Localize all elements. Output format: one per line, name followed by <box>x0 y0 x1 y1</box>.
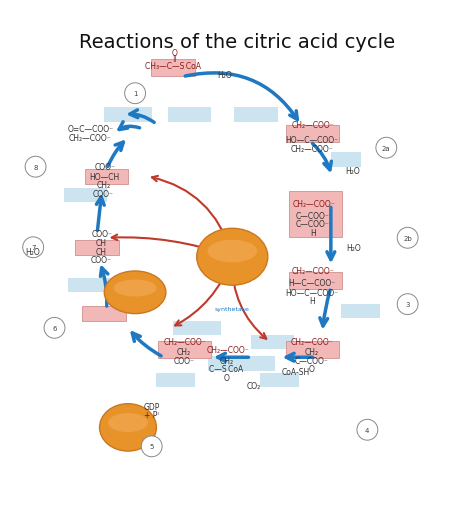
FancyBboxPatch shape <box>75 240 119 256</box>
Text: CH₂: CH₂ <box>305 347 319 357</box>
Text: 5: 5 <box>149 443 154 449</box>
Ellipse shape <box>104 271 166 314</box>
Text: H₂O: H₂O <box>345 167 360 176</box>
FancyBboxPatch shape <box>286 341 339 358</box>
Text: CH₂: CH₂ <box>96 181 110 190</box>
Text: O: O <box>309 365 315 373</box>
Circle shape <box>125 84 146 105</box>
FancyBboxPatch shape <box>168 108 211 122</box>
Text: CH₂—COO⁻: CH₂—COO⁻ <box>69 133 111 142</box>
Text: COO⁻: COO⁻ <box>92 229 113 238</box>
Circle shape <box>397 294 418 315</box>
Ellipse shape <box>113 280 156 297</box>
Text: H₂O: H₂O <box>25 248 40 257</box>
Text: 2a: 2a <box>382 145 391 152</box>
Text: H₂O: H₂O <box>217 71 232 80</box>
Circle shape <box>23 237 44 258</box>
Text: CH₂—COO⁻: CH₂—COO⁻ <box>292 267 334 276</box>
Text: CH₂: CH₂ <box>177 347 191 357</box>
Text: ||: || <box>172 55 177 62</box>
Text: C—S CoA: C—S CoA <box>210 365 244 373</box>
Text: 1: 1 <box>133 91 137 97</box>
Circle shape <box>397 228 418 249</box>
Text: CH₂—COO⁻: CH₂—COO⁻ <box>291 337 333 346</box>
Ellipse shape <box>108 413 148 432</box>
Text: 4: 4 <box>365 427 370 433</box>
Text: HO—C—COO⁻: HO—C—COO⁻ <box>285 288 338 297</box>
FancyBboxPatch shape <box>85 169 128 184</box>
Text: GDP: GDP <box>144 402 160 411</box>
Text: 2b: 2b <box>403 235 412 241</box>
FancyBboxPatch shape <box>260 373 299 387</box>
Text: synthetase: synthetase <box>215 307 250 312</box>
FancyBboxPatch shape <box>82 307 126 322</box>
Text: HO—CH: HO—CH <box>89 172 119 181</box>
FancyBboxPatch shape <box>208 357 247 371</box>
FancyBboxPatch shape <box>331 153 361 167</box>
Text: CH: CH <box>96 238 107 247</box>
Text: CH₂—COO⁻: CH₂—COO⁻ <box>164 337 206 346</box>
Text: C—COO⁻: C—COO⁻ <box>295 356 329 365</box>
FancyBboxPatch shape <box>289 272 342 289</box>
FancyBboxPatch shape <box>158 341 211 358</box>
FancyBboxPatch shape <box>156 373 195 387</box>
Text: 3: 3 <box>405 301 410 308</box>
Ellipse shape <box>207 240 257 263</box>
Text: CH₃—C—S CoA: CH₃—C—S CoA <box>145 62 201 71</box>
Text: CH₂—COO⁻: CH₂—COO⁻ <box>292 120 334 129</box>
Circle shape <box>357 420 378 440</box>
Text: CH₂—COO⁻: CH₂—COO⁻ <box>291 145 333 154</box>
FancyBboxPatch shape <box>104 108 152 122</box>
Text: 8: 8 <box>33 164 38 170</box>
Circle shape <box>44 318 65 338</box>
Text: H: H <box>309 296 315 305</box>
FancyBboxPatch shape <box>64 189 107 203</box>
Text: COO⁻: COO⁻ <box>95 163 116 172</box>
Text: O: O <box>224 373 229 382</box>
Text: H—C—COO⁻: H—C—COO⁻ <box>288 279 336 288</box>
FancyBboxPatch shape <box>68 279 112 293</box>
Text: O=C—COO⁻: O=C—COO⁻ <box>68 125 114 134</box>
Circle shape <box>25 157 46 178</box>
FancyBboxPatch shape <box>234 108 278 122</box>
Text: 6: 6 <box>52 325 57 331</box>
Text: CoA-SH: CoA-SH <box>282 367 310 376</box>
Circle shape <box>376 138 397 159</box>
FancyBboxPatch shape <box>173 321 221 335</box>
Text: CH₂—COO⁻: CH₂—COO⁻ <box>206 345 249 354</box>
Text: Reactions of the citric acid cycle: Reactions of the citric acid cycle <box>79 32 395 52</box>
Text: CH₂—COO⁻: CH₂—COO⁻ <box>292 199 335 208</box>
Text: O: O <box>172 49 177 58</box>
Text: C—COO⁻: C—COO⁻ <box>296 220 330 229</box>
Text: HO—C—COO⁻: HO—C—COO⁻ <box>285 135 338 144</box>
FancyBboxPatch shape <box>286 126 339 143</box>
Text: COO⁻: COO⁻ <box>173 356 194 365</box>
Ellipse shape <box>100 404 156 451</box>
Text: COO⁻: COO⁻ <box>93 189 114 198</box>
Text: CH: CH <box>96 247 107 256</box>
FancyBboxPatch shape <box>341 305 380 319</box>
FancyBboxPatch shape <box>289 192 342 237</box>
Text: CO₂: CO₂ <box>246 381 261 390</box>
Text: H₂O: H₂O <box>346 243 361 252</box>
Text: CH₂: CH₂ <box>219 356 234 365</box>
FancyBboxPatch shape <box>251 335 294 349</box>
FancyBboxPatch shape <box>151 60 195 77</box>
Text: + Pᴵ: + Pᴵ <box>144 410 159 419</box>
Text: 7: 7 <box>31 245 36 251</box>
FancyBboxPatch shape <box>237 357 275 371</box>
Text: COO⁻: COO⁻ <box>91 256 112 265</box>
Text: H: H <box>310 228 316 237</box>
Text: C—COO⁻: C—COO⁻ <box>296 211 330 220</box>
Ellipse shape <box>197 229 268 286</box>
Circle shape <box>141 436 162 457</box>
